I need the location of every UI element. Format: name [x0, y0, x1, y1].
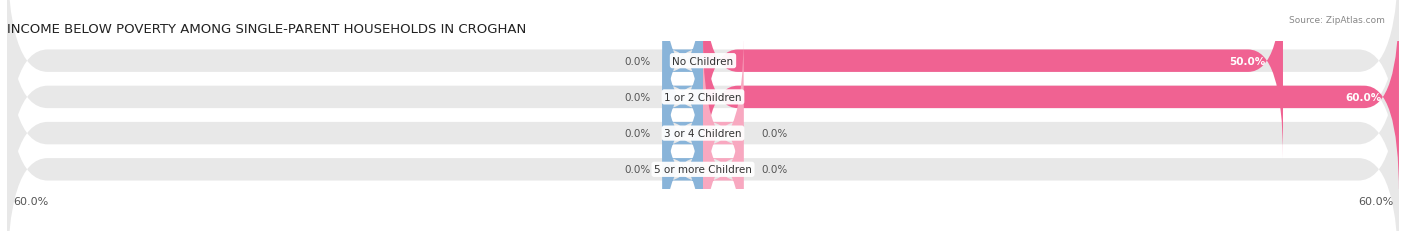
Text: 50.0%: 50.0%: [1229, 56, 1265, 66]
Text: INCOME BELOW POVERTY AMONG SINGLE-PARENT HOUSEHOLDS IN CROGHAN: INCOME BELOW POVERTY AMONG SINGLE-PARENT…: [7, 23, 526, 36]
Text: 60.0%: 60.0%: [1358, 197, 1393, 207]
Text: 5 or more Children: 5 or more Children: [654, 165, 752, 175]
FancyBboxPatch shape: [662, 0, 703, 158]
Text: 60.0%: 60.0%: [1346, 92, 1382, 103]
Text: 3 or 4 Children: 3 or 4 Children: [664, 128, 742, 139]
Text: No Children: No Children: [672, 56, 734, 66]
FancyBboxPatch shape: [662, 73, 703, 231]
Text: 0.0%: 0.0%: [761, 165, 787, 175]
FancyBboxPatch shape: [7, 55, 1399, 231]
FancyBboxPatch shape: [7, 18, 1399, 231]
Text: 0.0%: 0.0%: [624, 92, 651, 103]
Text: 0.0%: 0.0%: [624, 165, 651, 175]
FancyBboxPatch shape: [703, 0, 1399, 195]
FancyBboxPatch shape: [662, 36, 703, 231]
Text: 1 or 2 Children: 1 or 2 Children: [664, 92, 742, 103]
FancyBboxPatch shape: [662, 0, 703, 195]
Text: 0.0%: 0.0%: [624, 128, 651, 139]
Text: 0.0%: 0.0%: [624, 56, 651, 66]
Text: 60.0%: 60.0%: [13, 197, 48, 207]
FancyBboxPatch shape: [703, 73, 744, 231]
FancyBboxPatch shape: [7, 0, 1399, 213]
FancyBboxPatch shape: [703, 0, 1282, 158]
FancyBboxPatch shape: [7, 0, 1399, 176]
FancyBboxPatch shape: [703, 36, 744, 231]
Text: 0.0%: 0.0%: [761, 128, 787, 139]
Text: Source: ZipAtlas.com: Source: ZipAtlas.com: [1289, 16, 1385, 25]
